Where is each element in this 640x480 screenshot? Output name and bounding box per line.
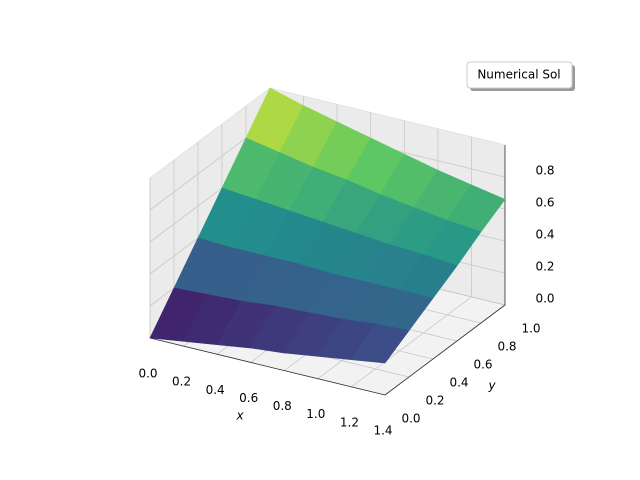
x-tick-label: 1.2 — [340, 415, 359, 429]
y-tick-label: 0.4 — [449, 376, 468, 390]
x-tick-label: 0.6 — [239, 391, 258, 405]
y-tick-label: 0.6 — [473, 358, 492, 372]
legend: Numerical Sol — [466, 61, 575, 91]
z-tick-label: 0.4 — [535, 228, 554, 242]
y-tick-label: 0.0 — [401, 412, 420, 426]
z-tick-label: 0.6 — [535, 196, 554, 210]
z-tick-label: 0.8 — [535, 164, 554, 178]
x-axis-line — [149, 337, 386, 396]
z-tick-label: 0.2 — [535, 260, 554, 274]
x-tick-label: 0.2 — [172, 375, 191, 389]
y-tick-label: 0.8 — [497, 340, 516, 354]
labels: 0.0 0.2 0.4 0.6 0.8 1.0 1.2 1.4 0.0 0.2 0.4 0.6 0.8 1… — [138, 164, 554, 438]
y-tick-label: 0.2 — [425, 394, 444, 408]
grid-line — [351, 296, 472, 388]
x-tick-label: 1.0 — [306, 407, 325, 421]
surface-patch — [350, 323, 410, 364]
y-tick-label: 1.0 — [521, 322, 540, 336]
x-tick-label: 0.0 — [138, 367, 157, 381]
x-axis-label: x — [235, 409, 244, 423]
legend-box — [466, 61, 573, 89]
y-axis-label: y — [487, 379, 496, 393]
x-tick-label: 1.4 — [373, 424, 392, 438]
y-axis-line — [384, 304, 506, 396]
x-tick-label: 0.4 — [206, 383, 225, 397]
legend-label: Numerical Sol — [477, 68, 560, 82]
x-tick-label: 0.8 — [273, 399, 292, 413]
z-tick-label: 0.0 — [535, 292, 554, 306]
surface — [149, 87, 506, 364]
